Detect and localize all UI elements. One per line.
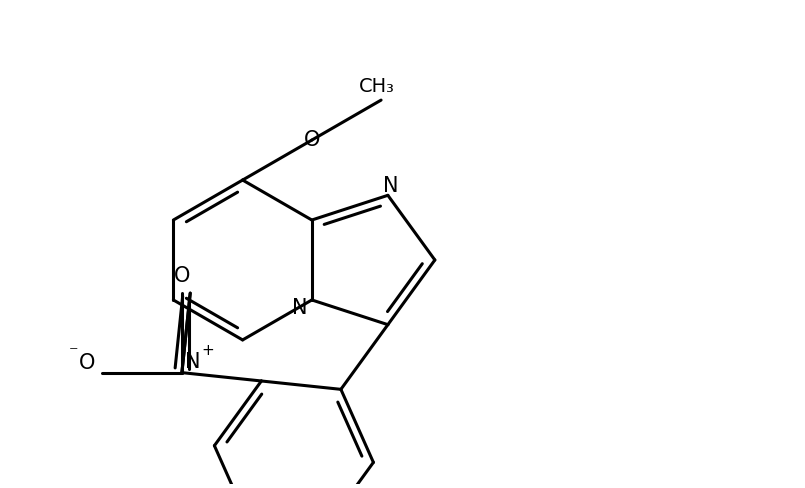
- Text: O: O: [303, 130, 320, 150]
- Text: N: N: [292, 299, 308, 318]
- Text: O: O: [79, 353, 96, 373]
- Text: ⁻: ⁻: [69, 344, 79, 362]
- Text: CH₃: CH₃: [359, 77, 395, 96]
- Text: N: N: [383, 176, 398, 196]
- Text: +: +: [201, 343, 214, 358]
- Text: N: N: [184, 352, 200, 372]
- Text: O: O: [174, 266, 190, 286]
